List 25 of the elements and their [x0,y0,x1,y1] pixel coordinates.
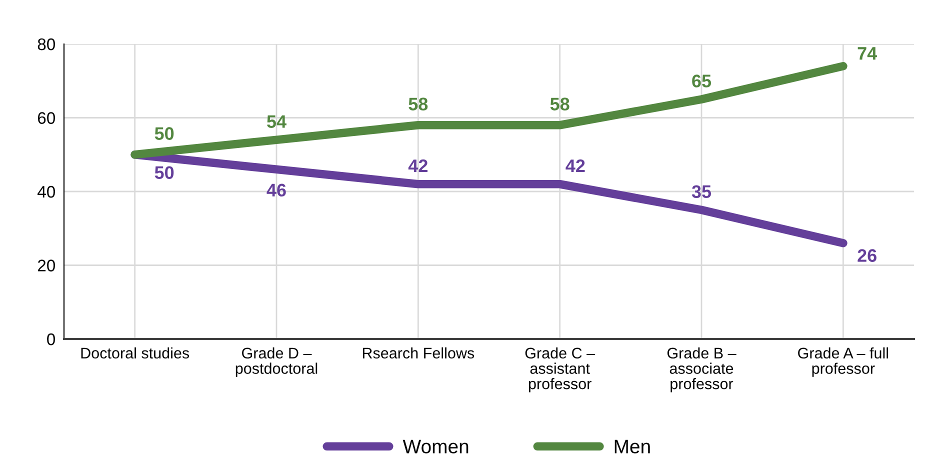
x-tick-label: Grade B – associate professor [667,347,736,392]
x-tick-label: Grade C – assistant professor [525,347,596,392]
data-label: 42 [408,159,428,172]
y-tick-label: 40 [38,186,56,198]
x-tick-label: Grade D – postdoctoral [236,347,318,377]
data-label: 58 [408,98,428,110]
x-tick-label: Doctoral studies [81,347,190,359]
y-tick-label: 20 [38,260,56,272]
data-label: 74 [858,47,878,60]
y-tick-label: 0 [47,333,56,346]
data-label: 42 [566,159,585,172]
legend-label: Women [402,440,468,454]
data-label: 50 [154,127,174,140]
x-tick-label: Grade A – full professor [798,347,888,377]
y-tick-label: 60 [38,112,56,124]
y-tick-label: 80 [38,38,56,50]
data-label: 65 [692,74,712,88]
data-label: 50 [154,166,174,179]
x-tick-label: Rsearch Fellows [362,347,474,359]
data-label: 46 [266,184,286,197]
data-label: 35 [692,185,712,198]
data-label: 26 [858,249,876,262]
data-label: 58 [550,98,570,110]
legend-label: Men [614,440,650,454]
data-label: 54 [267,115,286,128]
